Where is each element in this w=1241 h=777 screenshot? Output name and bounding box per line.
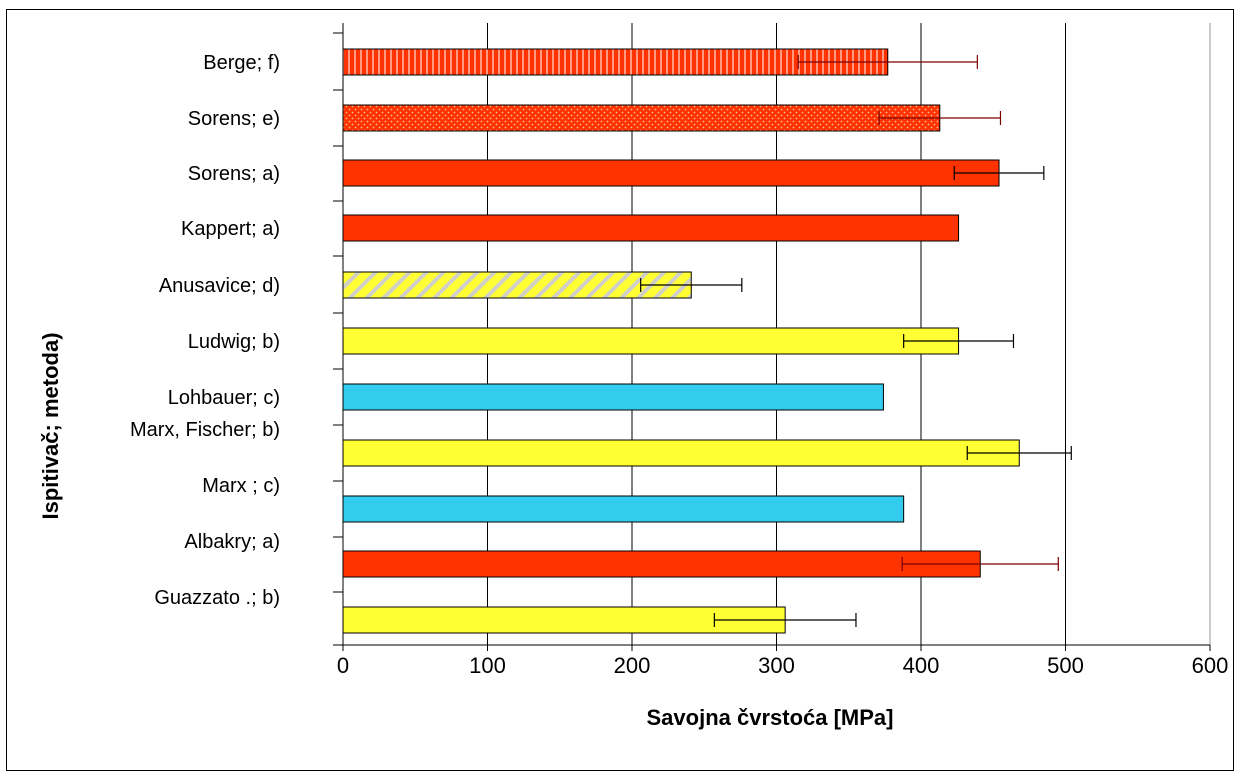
x-tick-label: 500 [1047, 653, 1084, 678]
category-label: Kappert; a) [181, 218, 280, 240]
y-axis-title: Ispitivač; metoda) [38, 332, 63, 519]
x-tick-label: 200 [614, 653, 651, 678]
category-label: Marx, Fischer; b) [130, 419, 280, 441]
bar [342, 495, 905, 523]
x-tick-label: 400 [903, 653, 940, 678]
bar [342, 383, 884, 411]
x-tick-label: 100 [469, 653, 506, 678]
category-label: Berge; f) [203, 52, 280, 74]
bar [342, 104, 941, 132]
category-label: Sorens; e) [188, 108, 280, 130]
bar [342, 606, 786, 634]
category-label: Sorens; a) [188, 163, 280, 185]
category-label: Lohbauer; c) [168, 387, 280, 409]
bars [342, 48, 1020, 634]
bar [342, 214, 960, 242]
bar [342, 271, 692, 299]
x-tick-label: 300 [758, 653, 795, 678]
category-label: Marx ; c) [202, 475, 280, 497]
category-labels: Berge; f) Sorens; e) Sorens; a) Kappert; a)… [130, 52, 280, 609]
category-label: Guazzato .; b) [154, 587, 280, 609]
category-label: Anusavice; d) [159, 275, 280, 297]
x-tick-label: 600 [1192, 653, 1229, 678]
x-tick-label: 0 [337, 653, 349, 678]
bar [342, 327, 960, 355]
tick-labels: 0 100 200 300 400 500 600 [337, 653, 1228, 678]
bar [342, 159, 1000, 187]
bar [342, 550, 981, 578]
bar [342, 439, 1020, 467]
category-label: Albakry; a) [184, 531, 280, 553]
x-axis-title: Savojna čvrstoća [MPa] [647, 705, 894, 730]
category-label: Ludwig; b) [188, 331, 280, 353]
error-bars [640, 55, 1072, 627]
